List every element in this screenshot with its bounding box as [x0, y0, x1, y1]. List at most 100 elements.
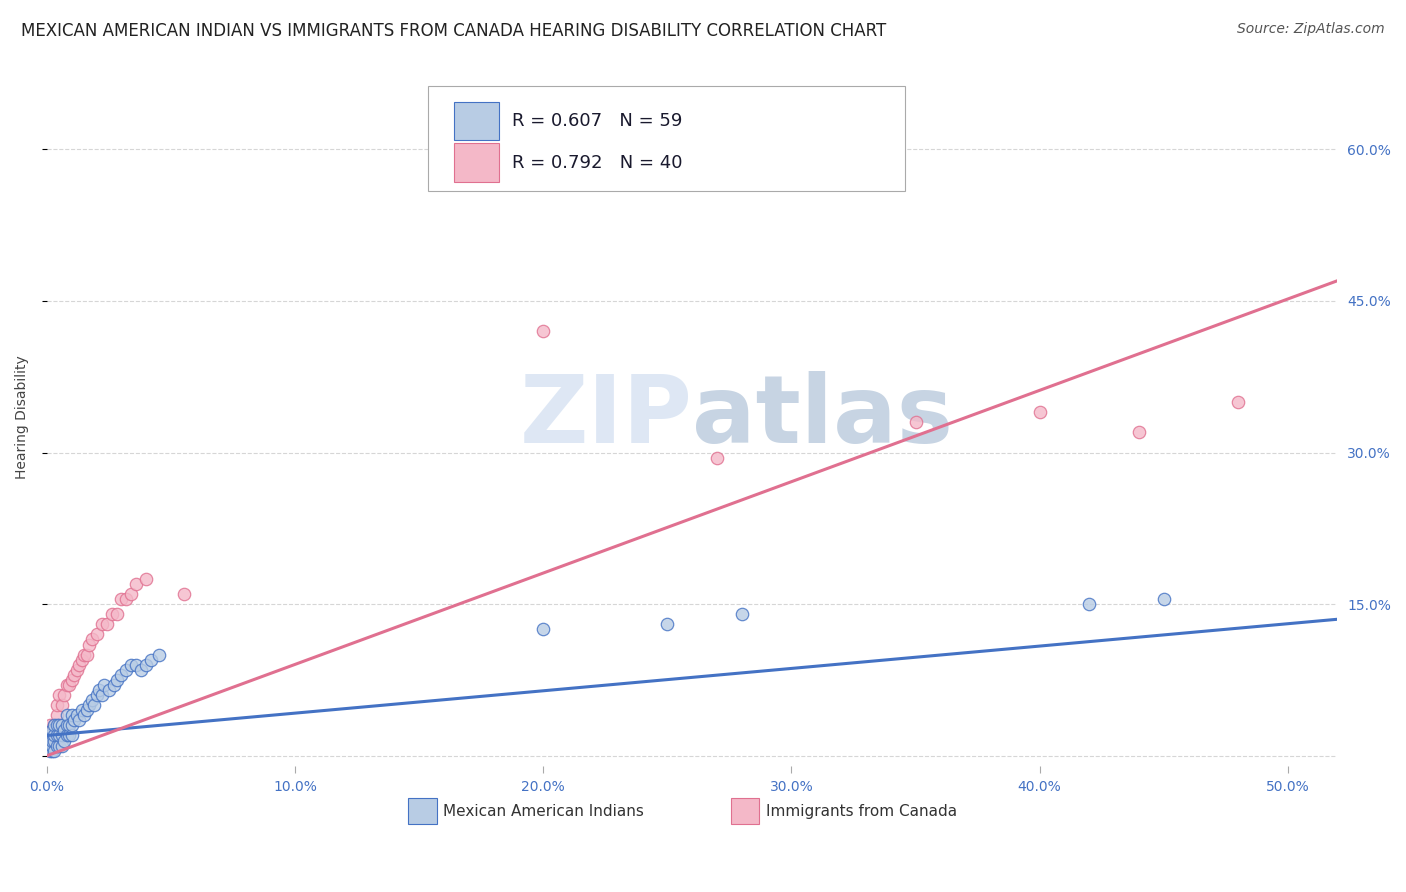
- Point: [58, 729, 80, 743]
- Point: [48, 739, 70, 753]
- Point: [96, 617, 118, 632]
- Point: [51, 718, 73, 732]
- Point: [120, 587, 142, 601]
- FancyBboxPatch shape: [454, 144, 499, 182]
- Point: [67, 714, 90, 728]
- Point: [1227, 395, 1250, 409]
- Point: [41, 723, 63, 738]
- Point: [148, 648, 170, 662]
- Point: [41, 733, 63, 747]
- FancyBboxPatch shape: [427, 86, 905, 191]
- Point: [41, 723, 63, 738]
- FancyBboxPatch shape: [731, 797, 759, 824]
- Point: [44, 718, 66, 732]
- Point: [90, 617, 112, 632]
- Point: [110, 668, 132, 682]
- Point: [125, 577, 148, 591]
- Point: [41, 744, 63, 758]
- Point: [86, 688, 108, 702]
- Point: [51, 739, 73, 753]
- Point: [98, 683, 121, 698]
- Point: [67, 657, 90, 672]
- Point: [706, 450, 728, 465]
- Point: [53, 688, 76, 702]
- Y-axis label: Hearing Disability: Hearing Disability: [15, 355, 30, 479]
- Point: [53, 733, 76, 747]
- Point: [1153, 592, 1175, 607]
- Point: [93, 678, 115, 692]
- Point: [60, 673, 83, 687]
- Point: [806, 142, 828, 156]
- Point: [38, 729, 60, 743]
- Point: [1028, 405, 1050, 419]
- Point: [173, 587, 195, 601]
- Point: [731, 607, 754, 622]
- Point: [70, 653, 93, 667]
- Point: [1078, 597, 1101, 611]
- Point: [115, 663, 138, 677]
- Point: [86, 627, 108, 641]
- Point: [48, 688, 70, 702]
- Point: [73, 648, 96, 662]
- Point: [1128, 425, 1150, 440]
- Point: [76, 703, 98, 717]
- Point: [56, 729, 79, 743]
- Point: [44, 718, 66, 732]
- Point: [46, 739, 69, 753]
- Point: [531, 623, 554, 637]
- Point: [77, 698, 100, 713]
- Text: ZIP: ZIP: [519, 371, 692, 463]
- Point: [89, 683, 111, 698]
- Point: [51, 729, 73, 743]
- Point: [90, 688, 112, 702]
- Point: [66, 708, 89, 723]
- Point: [44, 729, 66, 743]
- Point: [60, 729, 83, 743]
- Point: [41, 739, 63, 753]
- Point: [38, 744, 60, 758]
- Point: [141, 653, 163, 667]
- Point: [83, 698, 105, 713]
- Point: [48, 718, 70, 732]
- Point: [58, 718, 80, 732]
- Point: [135, 572, 157, 586]
- Point: [80, 693, 103, 707]
- Point: [56, 678, 79, 692]
- Point: [38, 718, 60, 732]
- Point: [100, 607, 122, 622]
- Point: [56, 708, 79, 723]
- Point: [60, 708, 83, 723]
- Point: [80, 632, 103, 647]
- Point: [76, 648, 98, 662]
- Point: [73, 708, 96, 723]
- Point: [77, 638, 100, 652]
- Point: [66, 663, 89, 677]
- Point: [657, 617, 679, 632]
- Point: [70, 703, 93, 717]
- Point: [38, 729, 60, 743]
- Point: [56, 718, 79, 732]
- Text: Source: ZipAtlas.com: Source: ZipAtlas.com: [1237, 22, 1385, 37]
- Point: [125, 657, 148, 672]
- Text: R = 0.792   N = 40: R = 0.792 N = 40: [512, 153, 682, 171]
- Point: [115, 592, 138, 607]
- Point: [53, 723, 76, 738]
- Point: [44, 744, 66, 758]
- Point: [105, 607, 128, 622]
- Point: [120, 657, 142, 672]
- Point: [48, 729, 70, 743]
- Point: [131, 663, 153, 677]
- Point: [44, 733, 66, 747]
- Point: [60, 718, 83, 732]
- Point: [105, 673, 128, 687]
- Text: R = 0.607   N = 59: R = 0.607 N = 59: [512, 112, 682, 130]
- Point: [110, 592, 132, 607]
- Point: [46, 698, 69, 713]
- Point: [103, 678, 125, 692]
- Text: MEXICAN AMERICAN INDIAN VS IMMIGRANTS FROM CANADA HEARING DISABILITY CORRELATION: MEXICAN AMERICAN INDIAN VS IMMIGRANTS FR…: [21, 22, 886, 40]
- Point: [51, 698, 73, 713]
- Text: Immigrants from Canada: Immigrants from Canada: [766, 804, 957, 819]
- Point: [41, 733, 63, 747]
- FancyBboxPatch shape: [454, 102, 499, 140]
- Point: [38, 739, 60, 753]
